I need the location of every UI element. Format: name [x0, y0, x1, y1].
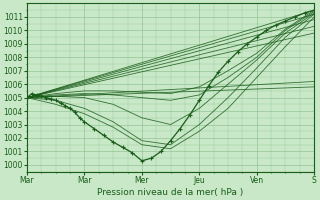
X-axis label: Pression niveau de la mer( hPa ): Pression niveau de la mer( hPa ) [98, 188, 244, 197]
